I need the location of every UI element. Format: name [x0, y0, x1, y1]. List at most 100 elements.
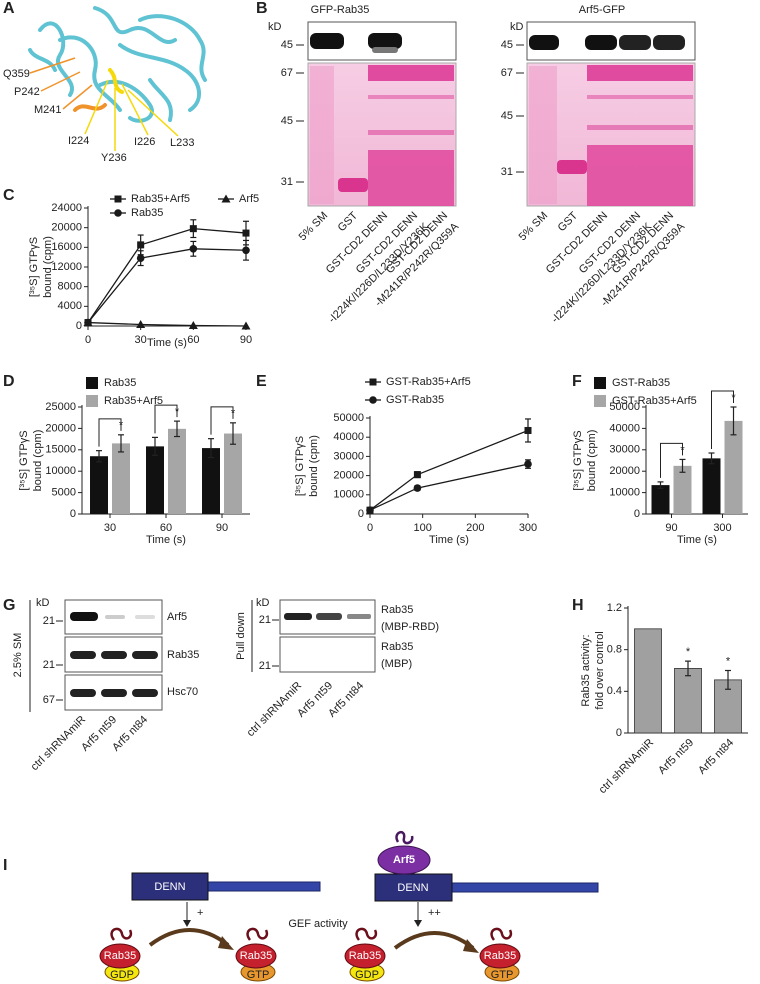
nucleotide-label: GTP — [491, 969, 514, 981]
point — [189, 245, 198, 253]
nucleotide-label: GTP — [247, 969, 270, 981]
lane-label: ctrl shRNAmiR — [245, 680, 305, 740]
y-tick-label: 5000 — [52, 487, 76, 499]
y-tick-label: 30000 — [333, 450, 364, 462]
legend-label: Rab35 — [104, 377, 136, 389]
panel-label: H — [572, 597, 584, 614]
point — [242, 229, 250, 237]
x-tick-label: 0 — [367, 522, 373, 534]
error-bar — [230, 422, 236, 445]
significance-star: * — [119, 420, 124, 432]
series-line — [369, 429, 529, 511]
legend-swatch — [594, 377, 606, 389]
legend-label: Arf5 — [239, 193, 259, 205]
x-axis-label: Time (s) — [147, 337, 187, 349]
legend-marker — [369, 396, 377, 404]
significance-star: * — [686, 646, 691, 658]
series-line — [87, 227, 247, 323]
legend-swatch — [86, 377, 98, 389]
y-tick-label: 0 — [634, 508, 640, 520]
legend-label: GST-Rab35+Arf5 — [612, 395, 697, 407]
y-axis-label: [³⁵S] GTPγS — [28, 237, 40, 297]
point — [242, 246, 250, 255]
point — [413, 471, 421, 479]
point — [524, 460, 532, 468]
error-bar — [174, 420, 180, 438]
y-tick-label: 0 — [358, 508, 364, 520]
blot-label: Arf5 — [167, 611, 187, 623]
x-tick-label: 300 — [713, 522, 731, 534]
residue-label: M241 — [34, 104, 62, 116]
kd-label: kD — [36, 597, 50, 609]
marker-label: 21 — [259, 614, 271, 626]
legend-label: GST-Rab35 — [612, 377, 670, 389]
y-axis-label: bound (cpm) — [32, 430, 44, 492]
point — [137, 241, 145, 249]
domain-label: DENN — [397, 882, 428, 894]
effect-label: ++ — [428, 907, 441, 919]
error-bar — [730, 406, 737, 436]
x-tick-label: 90 — [665, 522, 677, 534]
y-tick-label: 40000 — [609, 422, 640, 434]
marker-label: 21 — [43, 615, 55, 627]
y-tick-label: 1.2 — [607, 602, 622, 614]
legend-label: Rab35+Arf5 — [104, 395, 163, 407]
lane-label: GST — [556, 210, 581, 235]
legend-swatch — [594, 395, 606, 407]
y-tick-label: 0.4 — [607, 685, 622, 697]
error-bar — [152, 436, 158, 456]
y-tick-label: 30000 — [609, 444, 640, 456]
bar — [674, 668, 702, 734]
residue-label: P242 — [14, 86, 40, 98]
y-axis-label: Rab35 activity: — [580, 634, 592, 706]
y-axis-label: [³⁵S] GTPγS — [572, 430, 584, 490]
point — [366, 506, 374, 514]
panel-label: B — [256, 0, 268, 17]
x-axis-label: Time (s) — [146, 534, 186, 546]
ponceau-gel — [307, 62, 696, 207]
western-blot — [307, 21, 696, 61]
schematic: Rab35 GDP Rab35 GTP Rab35 GDP Rab35 GTP — [99, 830, 599, 982]
x-axis-label: Time (s) — [677, 534, 717, 546]
domain-label: DENN — [154, 881, 185, 893]
bar — [146, 446, 164, 514]
blot-title: GFP-Rab35 — [311, 4, 370, 16]
lane-label: ctrl shRNAmiR — [29, 714, 89, 774]
point — [188, 321, 198, 330]
x-tick-label: 90 — [216, 522, 228, 534]
marker-label: 45 — [281, 115, 293, 127]
lane-label: 5% SM — [517, 210, 551, 244]
point — [136, 254, 145, 262]
y-tick-label: 12000 — [51, 261, 82, 273]
kd-label: kD — [268, 21, 282, 33]
y-tick-label: 15000 — [45, 444, 76, 456]
bar — [112, 443, 130, 514]
x-tick-label: 0 — [85, 334, 91, 346]
error-bar — [685, 660, 691, 677]
protein-structure — [28, 6, 207, 123]
panel-label: D — [3, 373, 15, 390]
y-tick-label: 16000 — [51, 241, 82, 253]
panel-label: G — [3, 597, 15, 614]
blot-label: Rab35 — [381, 641, 413, 653]
x-tick-label: 30 — [135, 334, 147, 346]
lane-label: GST — [336, 210, 361, 235]
residue-label: I226 — [134, 136, 155, 148]
point — [413, 484, 422, 492]
legend-marker — [114, 195, 122, 203]
residue-label: Y236 — [101, 152, 127, 164]
gtpase-tail — [246, 927, 269, 941]
y-tick-label: 20000 — [333, 470, 364, 482]
caption: GEF activity — [288, 918, 348, 930]
error-bar — [96, 450, 102, 463]
nucleotide-label: GDP — [110, 969, 134, 981]
marker-label: 67 — [501, 67, 513, 79]
y-axis-label: bound (cpm) — [42, 236, 54, 298]
y-tick-label: 20000 — [45, 422, 76, 434]
y-axis-label: fold over control — [594, 631, 606, 709]
blot-label: (MBP) — [381, 658, 412, 670]
nucleotide-label: GDP — [355, 969, 379, 981]
group-label: Pull down — [235, 612, 247, 660]
significance-bracket — [210, 406, 234, 435]
